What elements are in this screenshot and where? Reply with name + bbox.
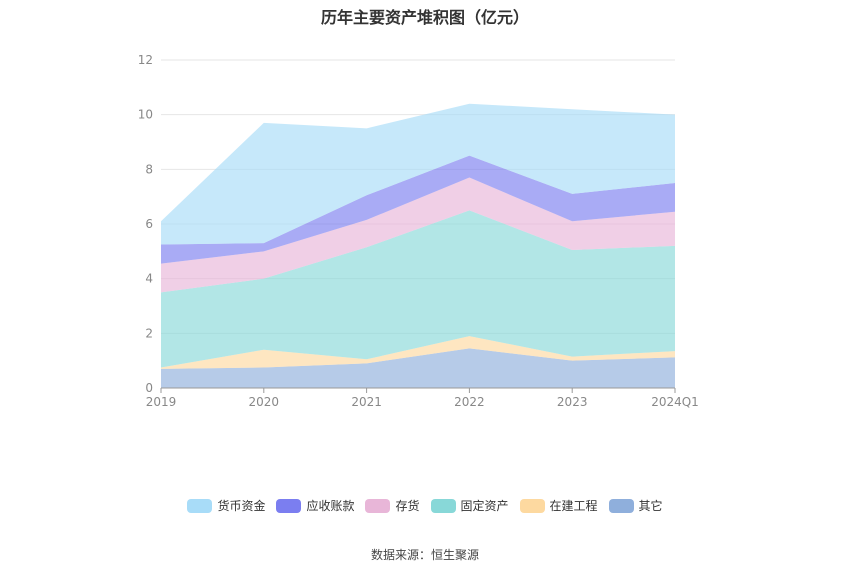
legend-swatch	[608, 498, 634, 513]
legend-swatch	[519, 498, 545, 513]
x-tick-label: 2020	[249, 395, 280, 409]
x-tick-label: 2021	[351, 395, 382, 409]
legend-item[interactable]: 固定资产	[430, 497, 509, 514]
x-tick-label: 2019	[146, 395, 177, 409]
area-series	[161, 177, 675, 293]
x-tick-label: 2023	[557, 395, 588, 409]
y-tick-label: 2	[145, 326, 153, 340]
legend-swatch	[276, 498, 302, 513]
y-tick-label: 4	[145, 272, 153, 286]
legend-label: 存货	[395, 499, 420, 513]
data-source-note: 数据来源：恒生聚源	[370, 548, 479, 562]
legend-label: 其它	[638, 499, 663, 513]
legend-item[interactable]: 货币资金	[187, 497, 265, 514]
y-tick-label: 10	[138, 108, 153, 122]
area-series	[161, 210, 675, 368]
y-tick-label: 0	[145, 381, 153, 395]
legend-swatch	[365, 498, 391, 513]
legend-label: 在建工程	[549, 499, 598, 513]
chart-title: 历年主要资产堆积图（亿元）	[320, 8, 529, 27]
legend-swatch	[187, 498, 213, 513]
y-tick-label: 8	[145, 162, 153, 176]
y-tick-label: 12	[138, 53, 153, 67]
legend-swatch	[430, 498, 456, 513]
legend-item[interactable]: 其它	[608, 497, 663, 514]
area-series	[161, 336, 675, 369]
legend-item[interactable]: 在建工程	[519, 497, 598, 514]
legend-item[interactable]: 应收账款	[276, 497, 354, 514]
x-tick-label: 2022	[454, 395, 485, 409]
legend-label: 应收账款	[306, 499, 355, 513]
area-series	[161, 348, 675, 388]
x-tick-label: 2024Q1	[651, 395, 699, 409]
legend-label: 固定资产	[460, 499, 509, 513]
area-series	[161, 155, 675, 264]
chart-legend: 货币资金 应收账款 存货 固定资产 在建工程 其它	[0, 497, 850, 514]
area-series	[161, 103, 675, 245]
y-tick-label: 6	[145, 217, 153, 231]
legend-item[interactable]: 存货	[365, 497, 420, 514]
legend-label: 货币资金	[217, 499, 266, 513]
